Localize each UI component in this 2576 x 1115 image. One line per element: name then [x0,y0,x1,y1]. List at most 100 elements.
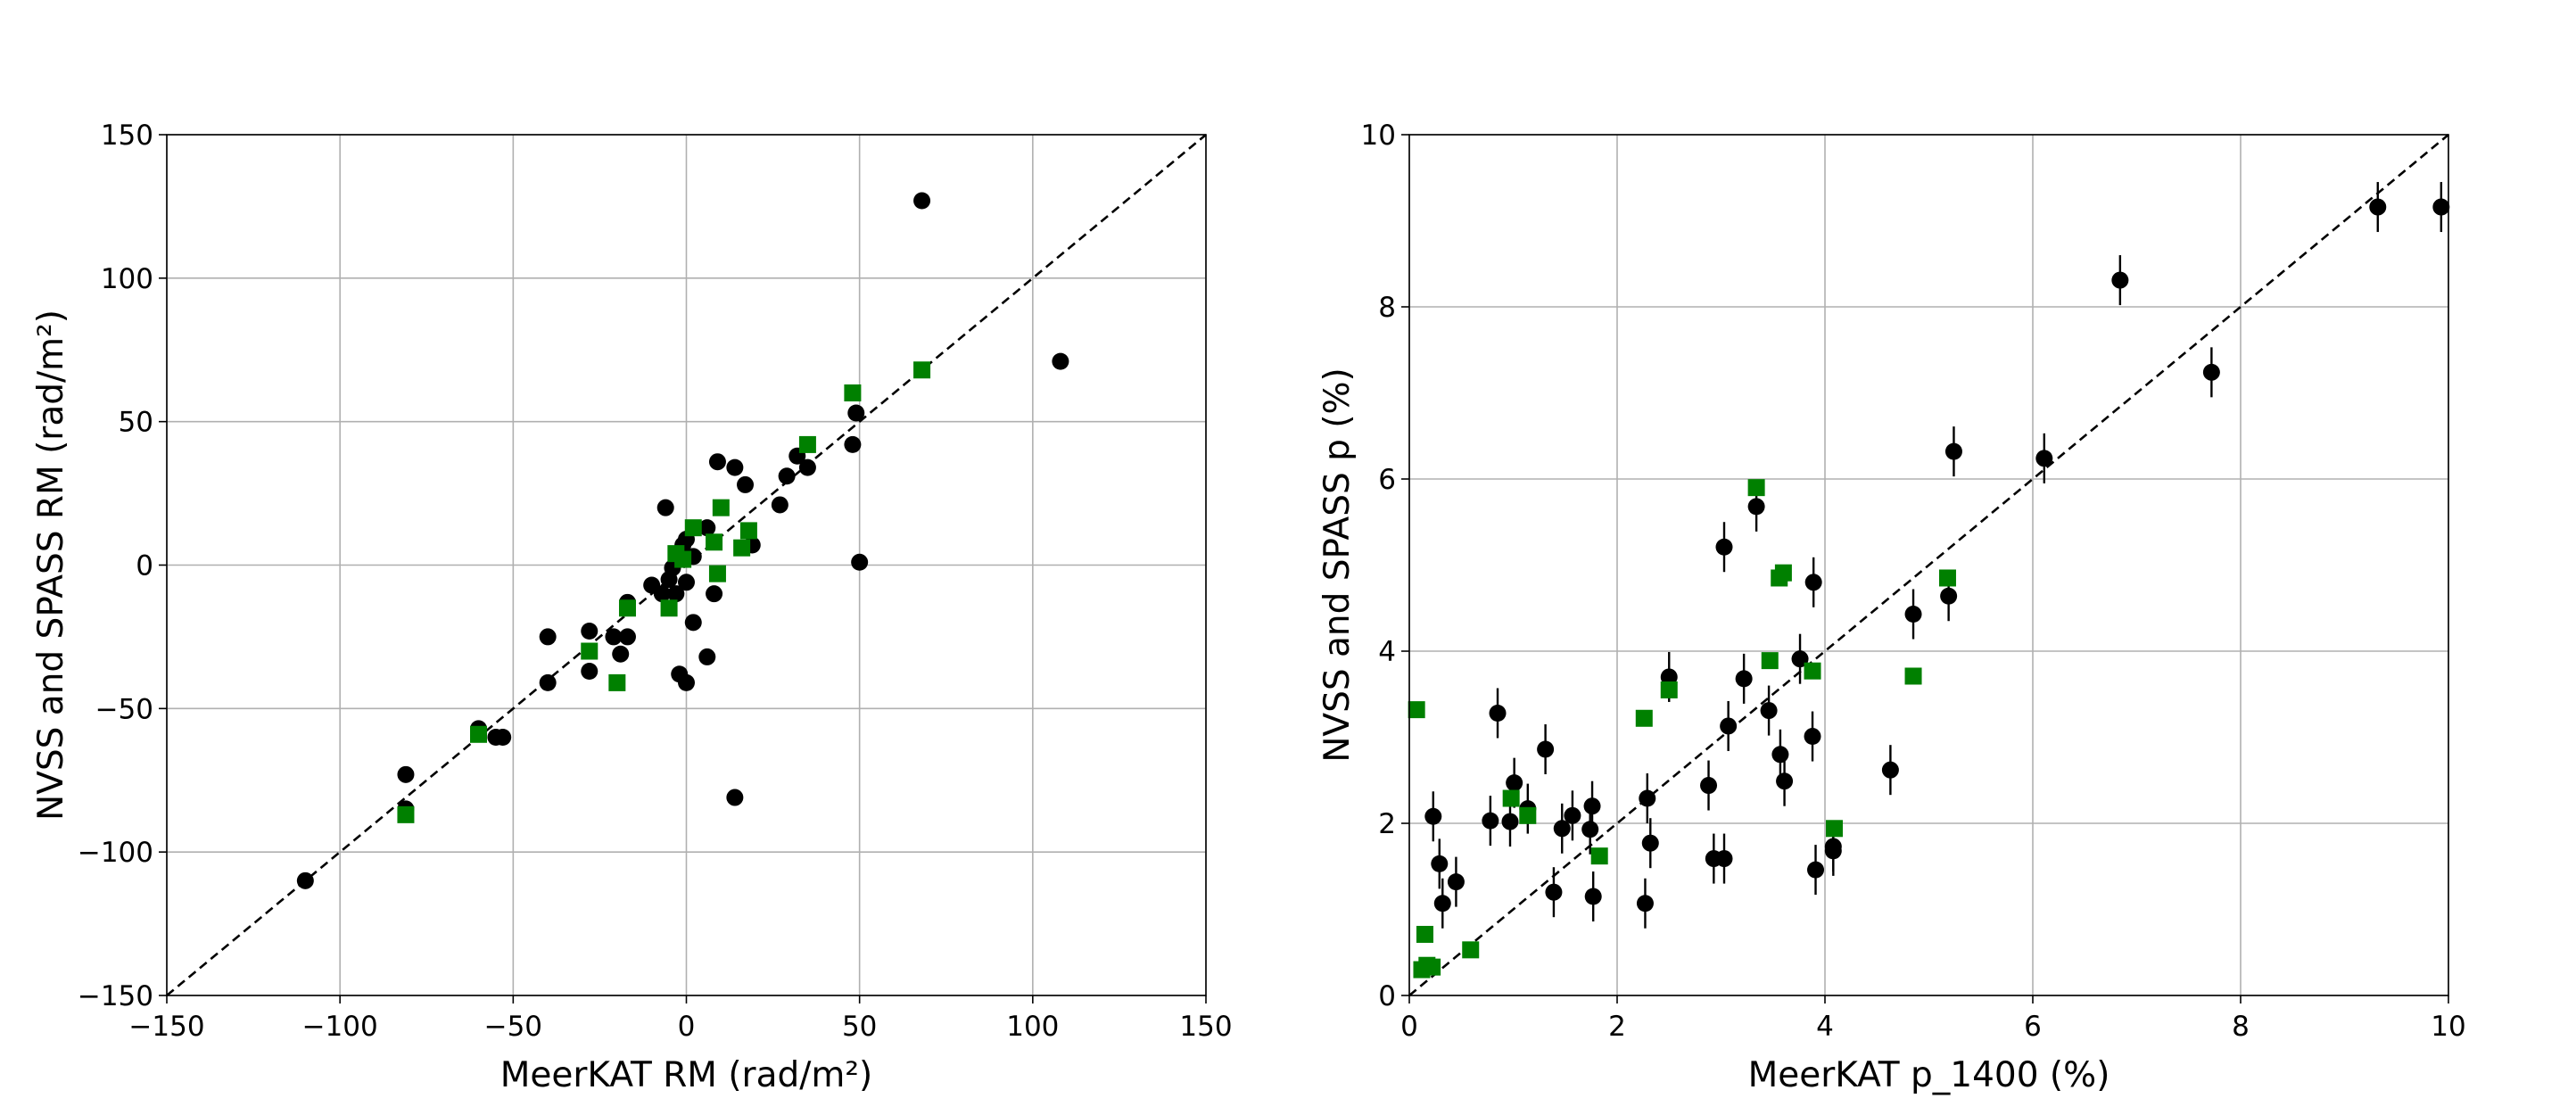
x-tick-label: 8 [2232,1011,2250,1043]
data-point-square [581,642,599,660]
data-point-square [608,673,626,691]
data-point-circle [539,628,557,646]
data-point-circle [1581,821,1599,838]
data-point-circle [1636,895,1654,913]
data-point-square [1519,806,1537,824]
data-point-circle [851,553,869,571]
data-point-square [1635,709,1653,727]
data-point-circle [737,475,755,493]
data-point-circle [678,673,695,691]
data-point-circle [913,192,931,210]
data-point-square [913,361,931,379]
data-point-circle [2369,198,2387,216]
data-point-circle [1771,746,1789,764]
data-point-circle [1720,717,1738,735]
data-point-square [1416,925,1433,943]
data-point-square [1462,941,1480,959]
data-point-circle [1881,761,1899,779]
x-axis-label: MeerKAT p_1400 (%) [1748,1055,2110,1095]
data-point-square [470,725,487,743]
data-point-square [712,499,730,516]
data-point-circle [1804,728,1821,746]
data-point-square [618,599,636,617]
x-tick-label: −150 [128,1011,204,1043]
data-point-circle [653,585,671,603]
data-point-circle [1052,352,1069,370]
y-tick-label: 100 [101,263,153,295]
data-point-circle [2432,198,2450,216]
data-point-circle [581,622,599,640]
data-point-circle [698,648,716,665]
y-axis-label: NVSS and SPASS RM (rad/m²) [31,310,71,821]
data-point-square [1660,681,1678,698]
data-point-circle [708,453,726,471]
y-tick-label: −100 [78,837,153,869]
data-point-circle [612,645,630,663]
circle-series [296,192,1069,889]
y-tick-label: 50 [119,407,153,439]
data-point-circle [605,628,623,646]
data-point-circle [656,499,674,516]
data-point-circle [397,765,415,783]
x-tick-label: −100 [302,1011,378,1043]
data-point-square [674,550,692,568]
data-point-circle [1807,861,1825,879]
data-point-circle [1715,850,1733,868]
x-tick-label: 0 [1400,1011,1418,1043]
y-tick-label: −150 [78,980,153,1012]
y-axis-label: NVSS and SPASS p (%) [1317,368,1358,763]
data-point-circle [1482,812,1499,830]
data-point-circle [1584,888,1602,905]
data-point-square [1761,652,1779,670]
x-axis-label: MeerKAT RM (rad/m²) [500,1055,872,1095]
data-point-circle [684,614,702,632]
data-point-square [844,384,862,401]
y-tick-label: 8 [1378,292,1396,324]
data-point-square [1747,479,1765,497]
y-tick-label: 0 [136,550,153,582]
data-point-circle [798,458,816,476]
data-point-circle [1804,574,1822,591]
one-to-one-reference-line [1408,133,2449,997]
data-point-circle [1824,838,1842,855]
x-tick-label: −50 [484,1011,542,1043]
data-point-circle [1776,772,1794,790]
data-point-circle [1747,498,1765,516]
data-point-square [684,519,702,537]
data-point-circle [698,519,716,537]
data-point-circle [296,871,314,889]
circle-series [1424,182,2450,929]
x-tick-label: 100 [1006,1011,1059,1043]
data-point-circle [1583,797,1601,815]
data-point-circle [1639,789,1656,807]
data-point-circle [778,467,796,485]
data-point-circle [1715,538,1733,556]
data-point-circle [667,585,685,603]
data-point-square [708,565,726,582]
axis-ticks: 0 2 4 6 8 10 0 2 4 6 8 10 [1361,120,2466,1043]
data-point-circle [1641,834,1659,852]
data-point-circle [1735,670,1753,688]
y-tick-label: 10 [1361,120,1396,152]
data-point-circle [494,729,512,746]
data-point-circle [726,458,744,476]
y-tick-label: 150 [101,120,153,152]
x-tick-label: 150 [1179,1011,1232,1043]
data-point-circle [771,496,788,514]
square-series [1408,479,1956,979]
data-point-square [739,522,757,540]
data-point-square [397,805,415,823]
data-point-circle [1431,855,1449,872]
data-point-circle [1944,442,1962,460]
data-point-circle [1537,740,1555,758]
y-tick-label: 4 [1378,636,1396,668]
x-tick-label: 0 [678,1011,696,1043]
data-point-circle [1660,668,1678,686]
x-tick-label: 10 [2431,1011,2465,1043]
x-tick-label: 2 [1608,1011,1626,1043]
y-tick-label: −50 [95,693,153,725]
x-tick-label: 50 [842,1011,877,1043]
data-point-circle [678,574,695,591]
data-point-square [798,435,816,453]
